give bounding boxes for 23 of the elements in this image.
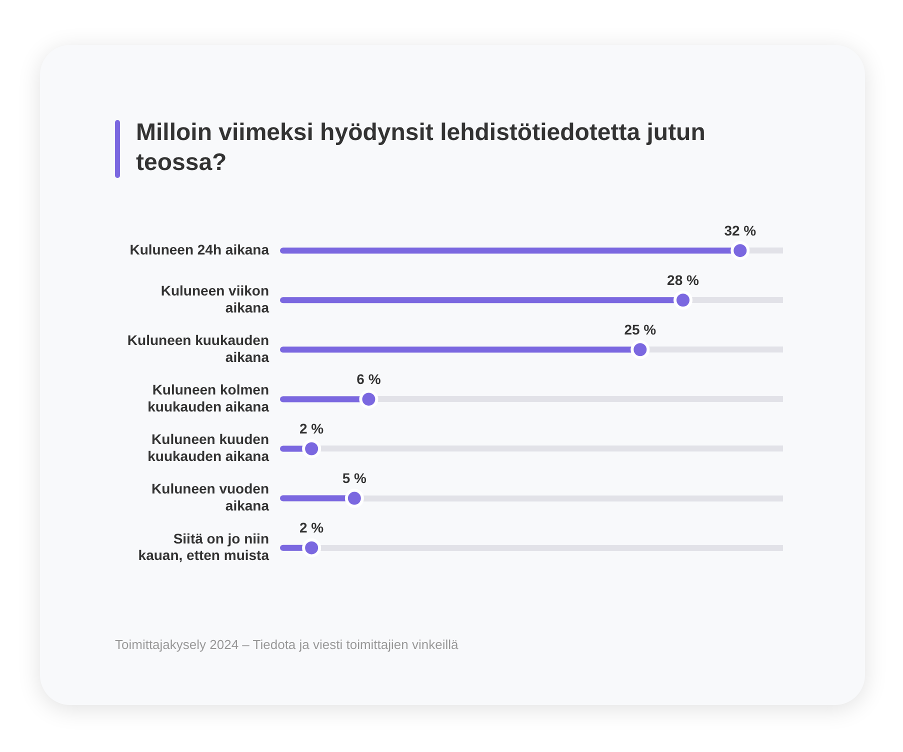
y-tick-label: Kuluneen kuukauden aikana <box>127 332 270 365</box>
data-label: 28 % <box>667 272 700 288</box>
y-tick-label: Kuluneen kuuden kuukauden aikana <box>148 431 270 464</box>
y-tick-label: Kuluneen kolmen kuukauden aikana <box>148 382 270 414</box>
y-tick-label: Siitä on jo niin kauan, etten muista <box>138 530 270 564</box>
y-tick-label: Kuluneen 24h aikana <box>130 241 270 258</box>
point <box>730 241 750 260</box>
data-label: 25 % <box>624 322 657 338</box>
point <box>302 538 322 558</box>
point <box>302 439 322 458</box>
chart-title: Milloin viimeksi hyödynsit lehdistötiedotetta jutun teossa? <box>136 118 706 178</box>
point <box>359 390 378 409</box>
text: Toimittajakysely 2024 – Tiedota ja viesti toimittajien vinkeillä <box>115 637 458 652</box>
y-tick-label: Kuluneen viikon aikana <box>160 282 270 316</box>
point <box>344 488 364 508</box>
point <box>630 340 650 360</box>
point <box>674 290 692 310</box>
data-label: 6 % <box>356 371 382 388</box>
data-label: 2 % <box>300 420 324 437</box>
y-tick-label: Kuluneen vuoden aikana <box>152 480 270 514</box>
data-label: 5 % <box>342 470 368 486</box>
data-label: 2 % <box>300 520 324 536</box>
data-label: 32 % <box>724 222 757 238</box>
